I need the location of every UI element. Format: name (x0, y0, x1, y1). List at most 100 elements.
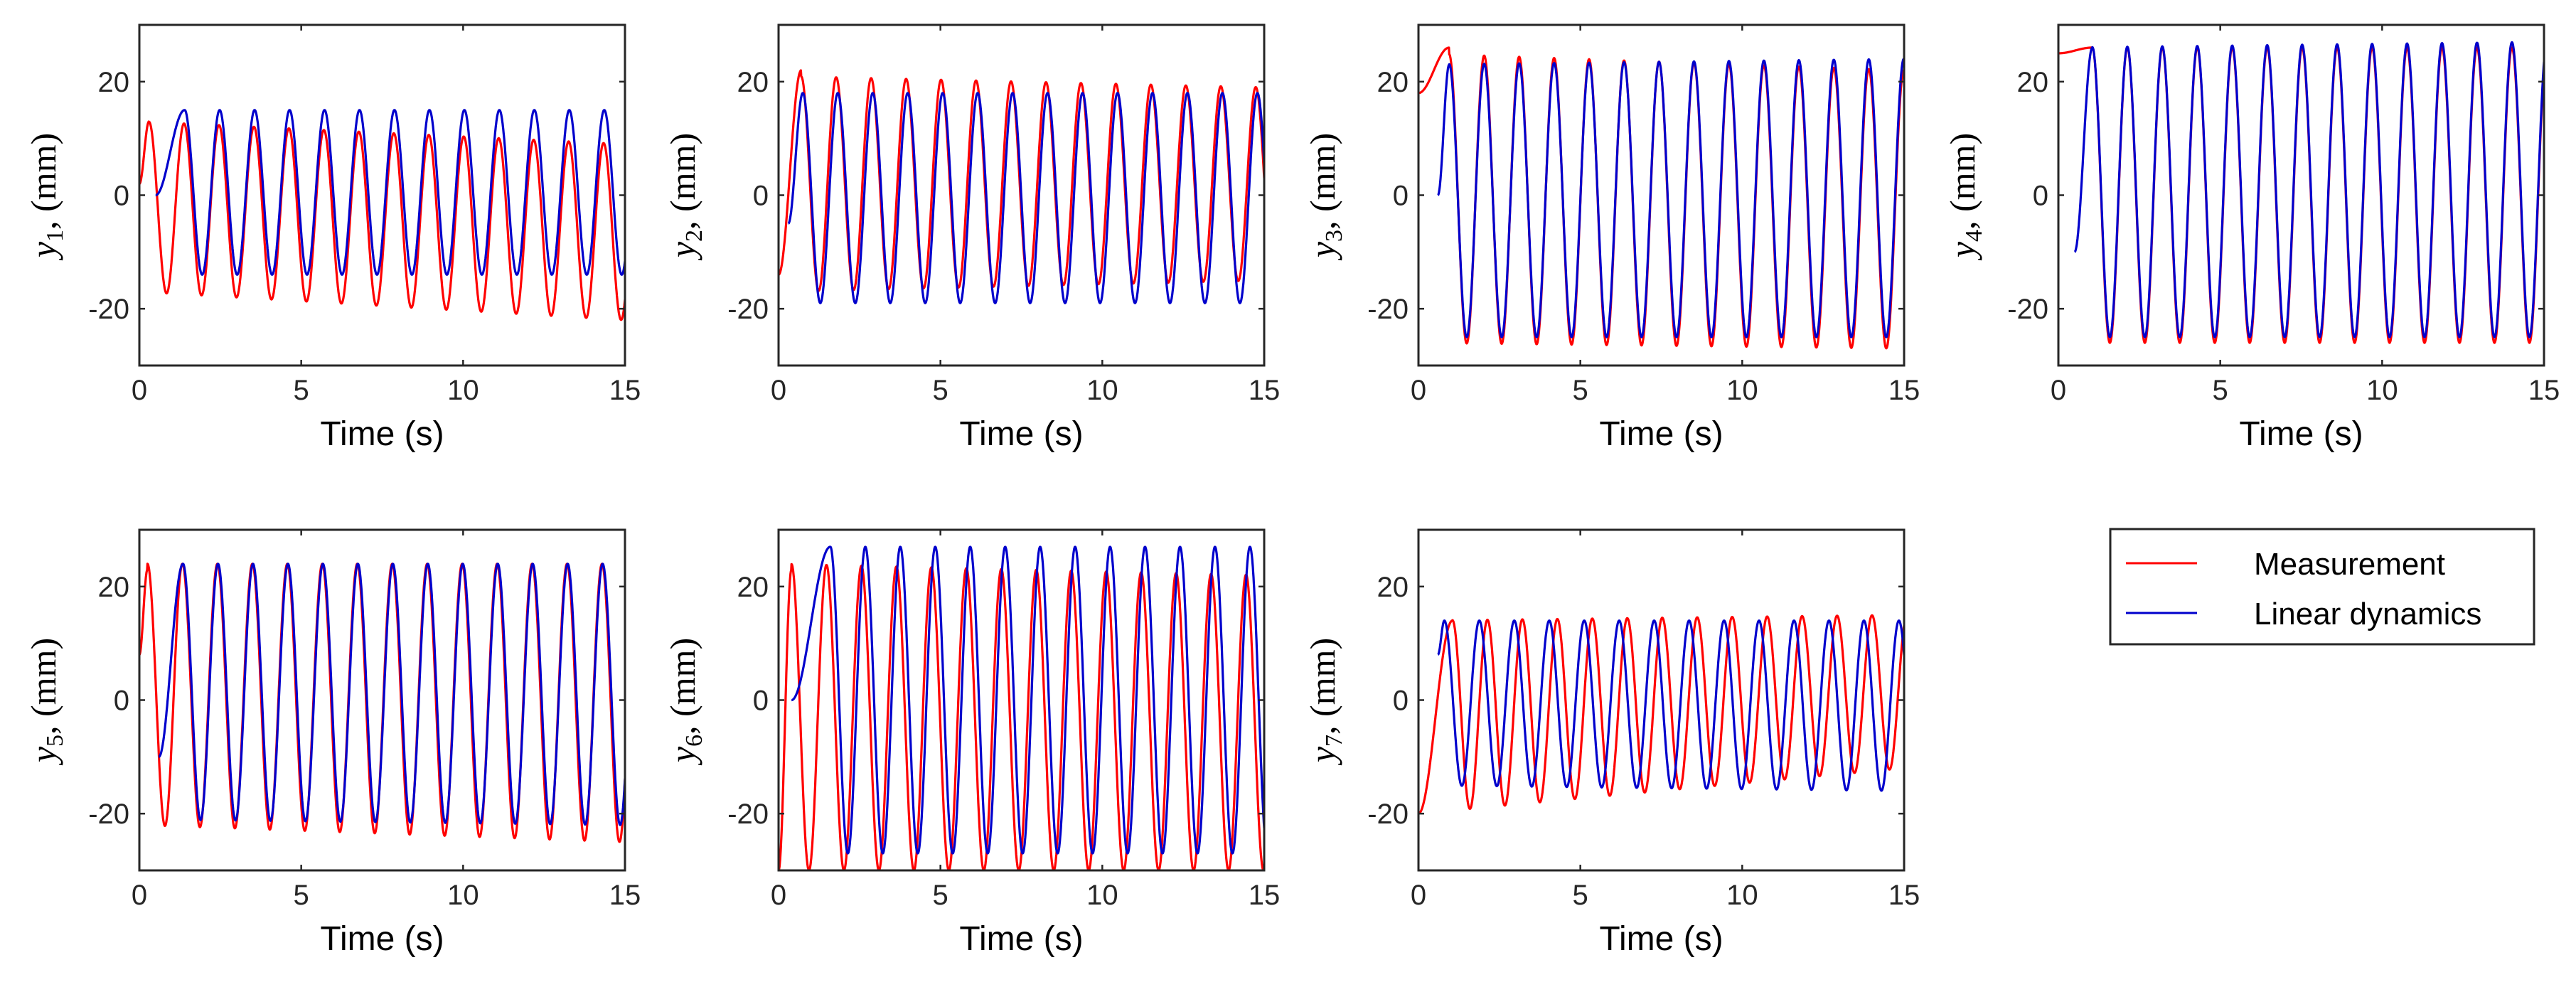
y-axis-label: y5, (mm) (23, 638, 68, 766)
x-tick-label: 0 (2051, 375, 2066, 406)
legend-box (2109, 528, 2535, 646)
y-tick-label: -20 (2007, 294, 2048, 325)
x-tick-label: 5 (1573, 880, 1588, 911)
y-axis-label-unit: , (mm) (1303, 133, 1342, 230)
x-axis-label: Time (s) (320, 415, 444, 453)
x-tick-label: 5 (294, 880, 309, 911)
y-tick-label: -20 (88, 294, 129, 325)
y-axis-label-sub: 5 (42, 735, 68, 747)
y-tick-label: 20 (737, 67, 769, 98)
x-axis-label: Time (s) (1599, 415, 1723, 453)
y-axis-label-var: y (1942, 241, 1982, 261)
y-tick-label: -20 (1367, 294, 1409, 325)
x-tick-label: 15 (609, 880, 641, 911)
plot-area (1418, 530, 1904, 870)
series-group (1418, 614, 1904, 815)
x-tick-label: 15 (2528, 375, 2560, 406)
y-axis-label-unit: , (mm) (663, 133, 702, 230)
series-line-linear-dynamics (158, 562, 625, 826)
x-tick-label: 10 (1726, 880, 1758, 911)
x-tick-label: 15 (1249, 375, 1281, 406)
series-line-linear-dynamics (1437, 58, 1904, 338)
y-axis-label: y7, (mm) (1303, 638, 1347, 766)
y-tick-label: 0 (1393, 181, 1409, 212)
x-tick-label: 15 (1249, 880, 1281, 911)
y-axis-label: y4, (mm) (1942, 133, 1987, 261)
y-axis-label-unit: , (mm) (1942, 133, 1982, 230)
y-tick-label: 20 (737, 572, 769, 603)
series-group (139, 562, 625, 843)
subplot-6: 0 5 10 15 -20 0 20 Time (s) y6, (mm) (663, 528, 1281, 958)
y-tick-label: 0 (114, 686, 129, 717)
subplot-4: 0 5 10 15 -20 0 20 Time (s) y4, (mm) (1942, 23, 2560, 453)
series-line-measurement (139, 120, 625, 321)
x-axis-label: Time (s) (959, 415, 1083, 453)
x-tick-label: 5 (933, 375, 948, 406)
y-tick-label: -20 (727, 799, 769, 830)
y-tick-label: 0 (753, 686, 769, 717)
series-line-linear-dynamics (791, 545, 1264, 855)
y-tick-label: 20 (98, 67, 130, 98)
y-axis-label-sub: 3 (1321, 230, 1347, 242)
y-tick-label: 0 (2033, 181, 2048, 212)
y-axis-label-sub: 6 (681, 735, 707, 747)
x-tick-label: 5 (2213, 375, 2228, 406)
y-axis-label-unit: , (mm) (1303, 638, 1342, 735)
series-line-linear-dynamics (154, 109, 625, 276)
y-axis-label-var: y (663, 746, 702, 766)
x-tick-label: 10 (2366, 375, 2398, 406)
y-axis-label-sub: 2 (681, 230, 707, 242)
y-axis-label-var: y (663, 241, 702, 261)
y-axis-label-var: y (1303, 241, 1342, 261)
y-tick-label: 20 (1377, 67, 1409, 98)
x-tick-label: 5 (294, 375, 309, 406)
y-axis-label-sub: 4 (1961, 230, 1987, 242)
y-tick-label: 20 (98, 572, 130, 603)
x-tick-label: 10 (447, 880, 479, 911)
series-group (779, 69, 1264, 304)
subplot-7: 0 5 10 15 -20 0 20 Time (s) y7, (mm) (1303, 528, 1920, 958)
x-tick-label: 15 (609, 375, 641, 406)
legend-label-measurement: Measurement (2254, 547, 2445, 582)
y-tick-label: 0 (1393, 686, 1409, 717)
series-group (1418, 46, 1904, 350)
y-axis-label-unit: , (mm) (23, 133, 63, 230)
y-axis-label-var: y (23, 241, 63, 261)
x-tick-label: 0 (132, 375, 147, 406)
y-axis-label-unit: , (mm) (663, 638, 702, 735)
series-group (139, 109, 625, 321)
y-axis-label: y6, (mm) (663, 638, 707, 766)
subplot-2: 0 5 10 15 -20 0 20 Time (s) y2, (mm) (663, 23, 1281, 453)
x-axis-label: Time (s) (959, 920, 1083, 958)
series-line-linear-dynamics (787, 92, 1264, 304)
y-tick-label: 20 (1377, 572, 1409, 603)
y-tick-label: -20 (1367, 799, 1409, 830)
x-tick-label: 10 (1086, 375, 1118, 406)
x-tick-label: 10 (1726, 375, 1758, 406)
x-tick-label: 5 (933, 880, 948, 911)
series-line-linear-dynamics (2073, 41, 2544, 338)
series-line-linear-dynamics (1437, 619, 1904, 792)
x-tick-label: 10 (447, 375, 479, 406)
x-tick-label: 0 (771, 375, 786, 406)
x-axis-label: Time (s) (1599, 920, 1723, 958)
y-axis-label-unit: , (mm) (23, 638, 63, 735)
y-tick-label: -20 (727, 294, 769, 325)
y-axis-label: y1, (mm) (23, 133, 68, 261)
y-tick-label: 0 (753, 181, 769, 212)
subplot-1: 0 5 10 15 -20 0 20 Time (s) y1, (mm) (23, 23, 641, 453)
y-axis-label-sub: 1 (42, 230, 68, 242)
y-tick-label: 20 (2017, 67, 2049, 98)
x-tick-label: 0 (1411, 880, 1426, 911)
y-tick-label: -20 (88, 799, 129, 830)
subplot-3: 0 5 10 15 -20 0 20 Time (s) y3, (mm) (1303, 23, 1920, 453)
y-axis-label: y2, (mm) (663, 133, 707, 261)
x-tick-label: 15 (1888, 880, 1920, 911)
y-axis-label-var: y (1303, 746, 1342, 766)
y-axis-label: y3, (mm) (1303, 133, 1347, 261)
x-tick-label: 0 (132, 880, 147, 911)
x-tick-label: 10 (1086, 880, 1118, 911)
x-tick-label: 15 (1888, 375, 1920, 406)
